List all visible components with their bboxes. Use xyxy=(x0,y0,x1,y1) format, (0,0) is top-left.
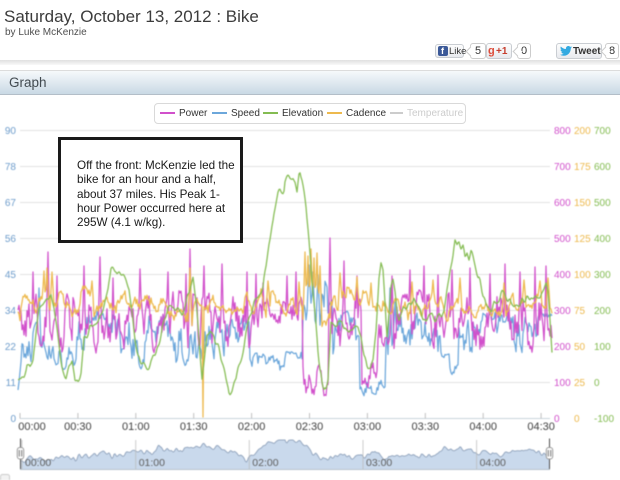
svg-text:04:00: 04:00 xyxy=(469,421,497,433)
svg-text:67: 67 xyxy=(5,198,17,209)
svg-text:04:30: 04:30 xyxy=(527,421,555,433)
svg-text:90: 90 xyxy=(5,126,17,137)
svg-text:150: 150 xyxy=(574,198,591,209)
svg-text:02:30: 02:30 xyxy=(296,421,324,433)
svg-text:100: 100 xyxy=(594,342,611,353)
svg-text:0: 0 xyxy=(594,378,600,389)
svg-text:00:00: 00:00 xyxy=(25,457,51,469)
svg-text:78: 78 xyxy=(5,162,17,173)
svg-text:0: 0 xyxy=(554,414,560,425)
svg-text:200: 200 xyxy=(554,342,571,353)
svg-text:56: 56 xyxy=(5,234,17,245)
svg-text:800: 800 xyxy=(554,126,571,137)
svg-text:03:30: 03:30 xyxy=(412,421,440,433)
svg-text:700: 700 xyxy=(554,162,571,173)
svg-text:50: 50 xyxy=(574,342,586,353)
svg-text:03:00: 03:00 xyxy=(354,421,382,433)
svg-text:100: 100 xyxy=(574,270,591,281)
svg-text:400: 400 xyxy=(554,270,571,281)
svg-text:100: 100 xyxy=(554,378,571,389)
svg-text:175: 175 xyxy=(574,162,591,173)
svg-text:500: 500 xyxy=(554,234,571,245)
svg-text:01:00: 01:00 xyxy=(122,421,150,433)
svg-text:-100: -100 xyxy=(594,414,614,425)
svg-text:700: 700 xyxy=(594,126,611,137)
svg-text:0: 0 xyxy=(10,414,16,425)
svg-text:02:00: 02:00 xyxy=(252,457,278,469)
svg-text:600: 600 xyxy=(594,162,611,173)
svg-text:125: 125 xyxy=(574,234,591,245)
svg-text:03:00: 03:00 xyxy=(366,457,392,469)
svg-text:34: 34 xyxy=(5,306,17,317)
svg-text:200: 200 xyxy=(594,306,611,317)
svg-text:25: 25 xyxy=(574,378,586,389)
svg-text:300: 300 xyxy=(594,270,611,281)
svg-text:45: 45 xyxy=(5,270,17,281)
svg-text:200: 200 xyxy=(574,126,591,137)
svg-text:01:00: 01:00 xyxy=(139,457,165,469)
svg-text:00:00: 00:00 xyxy=(18,421,46,433)
svg-text:01:30: 01:30 xyxy=(180,421,208,433)
svg-text:600: 600 xyxy=(554,198,571,209)
svg-text:11: 11 xyxy=(6,378,17,389)
svg-text:04:00: 04:00 xyxy=(480,457,506,469)
svg-text:22: 22 xyxy=(5,342,17,353)
svg-text:02:00: 02:00 xyxy=(238,421,266,433)
svg-text:300: 300 xyxy=(554,306,571,317)
svg-text:400: 400 xyxy=(594,234,611,245)
svg-text:75: 75 xyxy=(574,306,586,317)
svg-text:00:30: 00:30 xyxy=(64,421,92,433)
svg-text:0: 0 xyxy=(574,414,580,425)
svg-text:500: 500 xyxy=(594,198,611,209)
